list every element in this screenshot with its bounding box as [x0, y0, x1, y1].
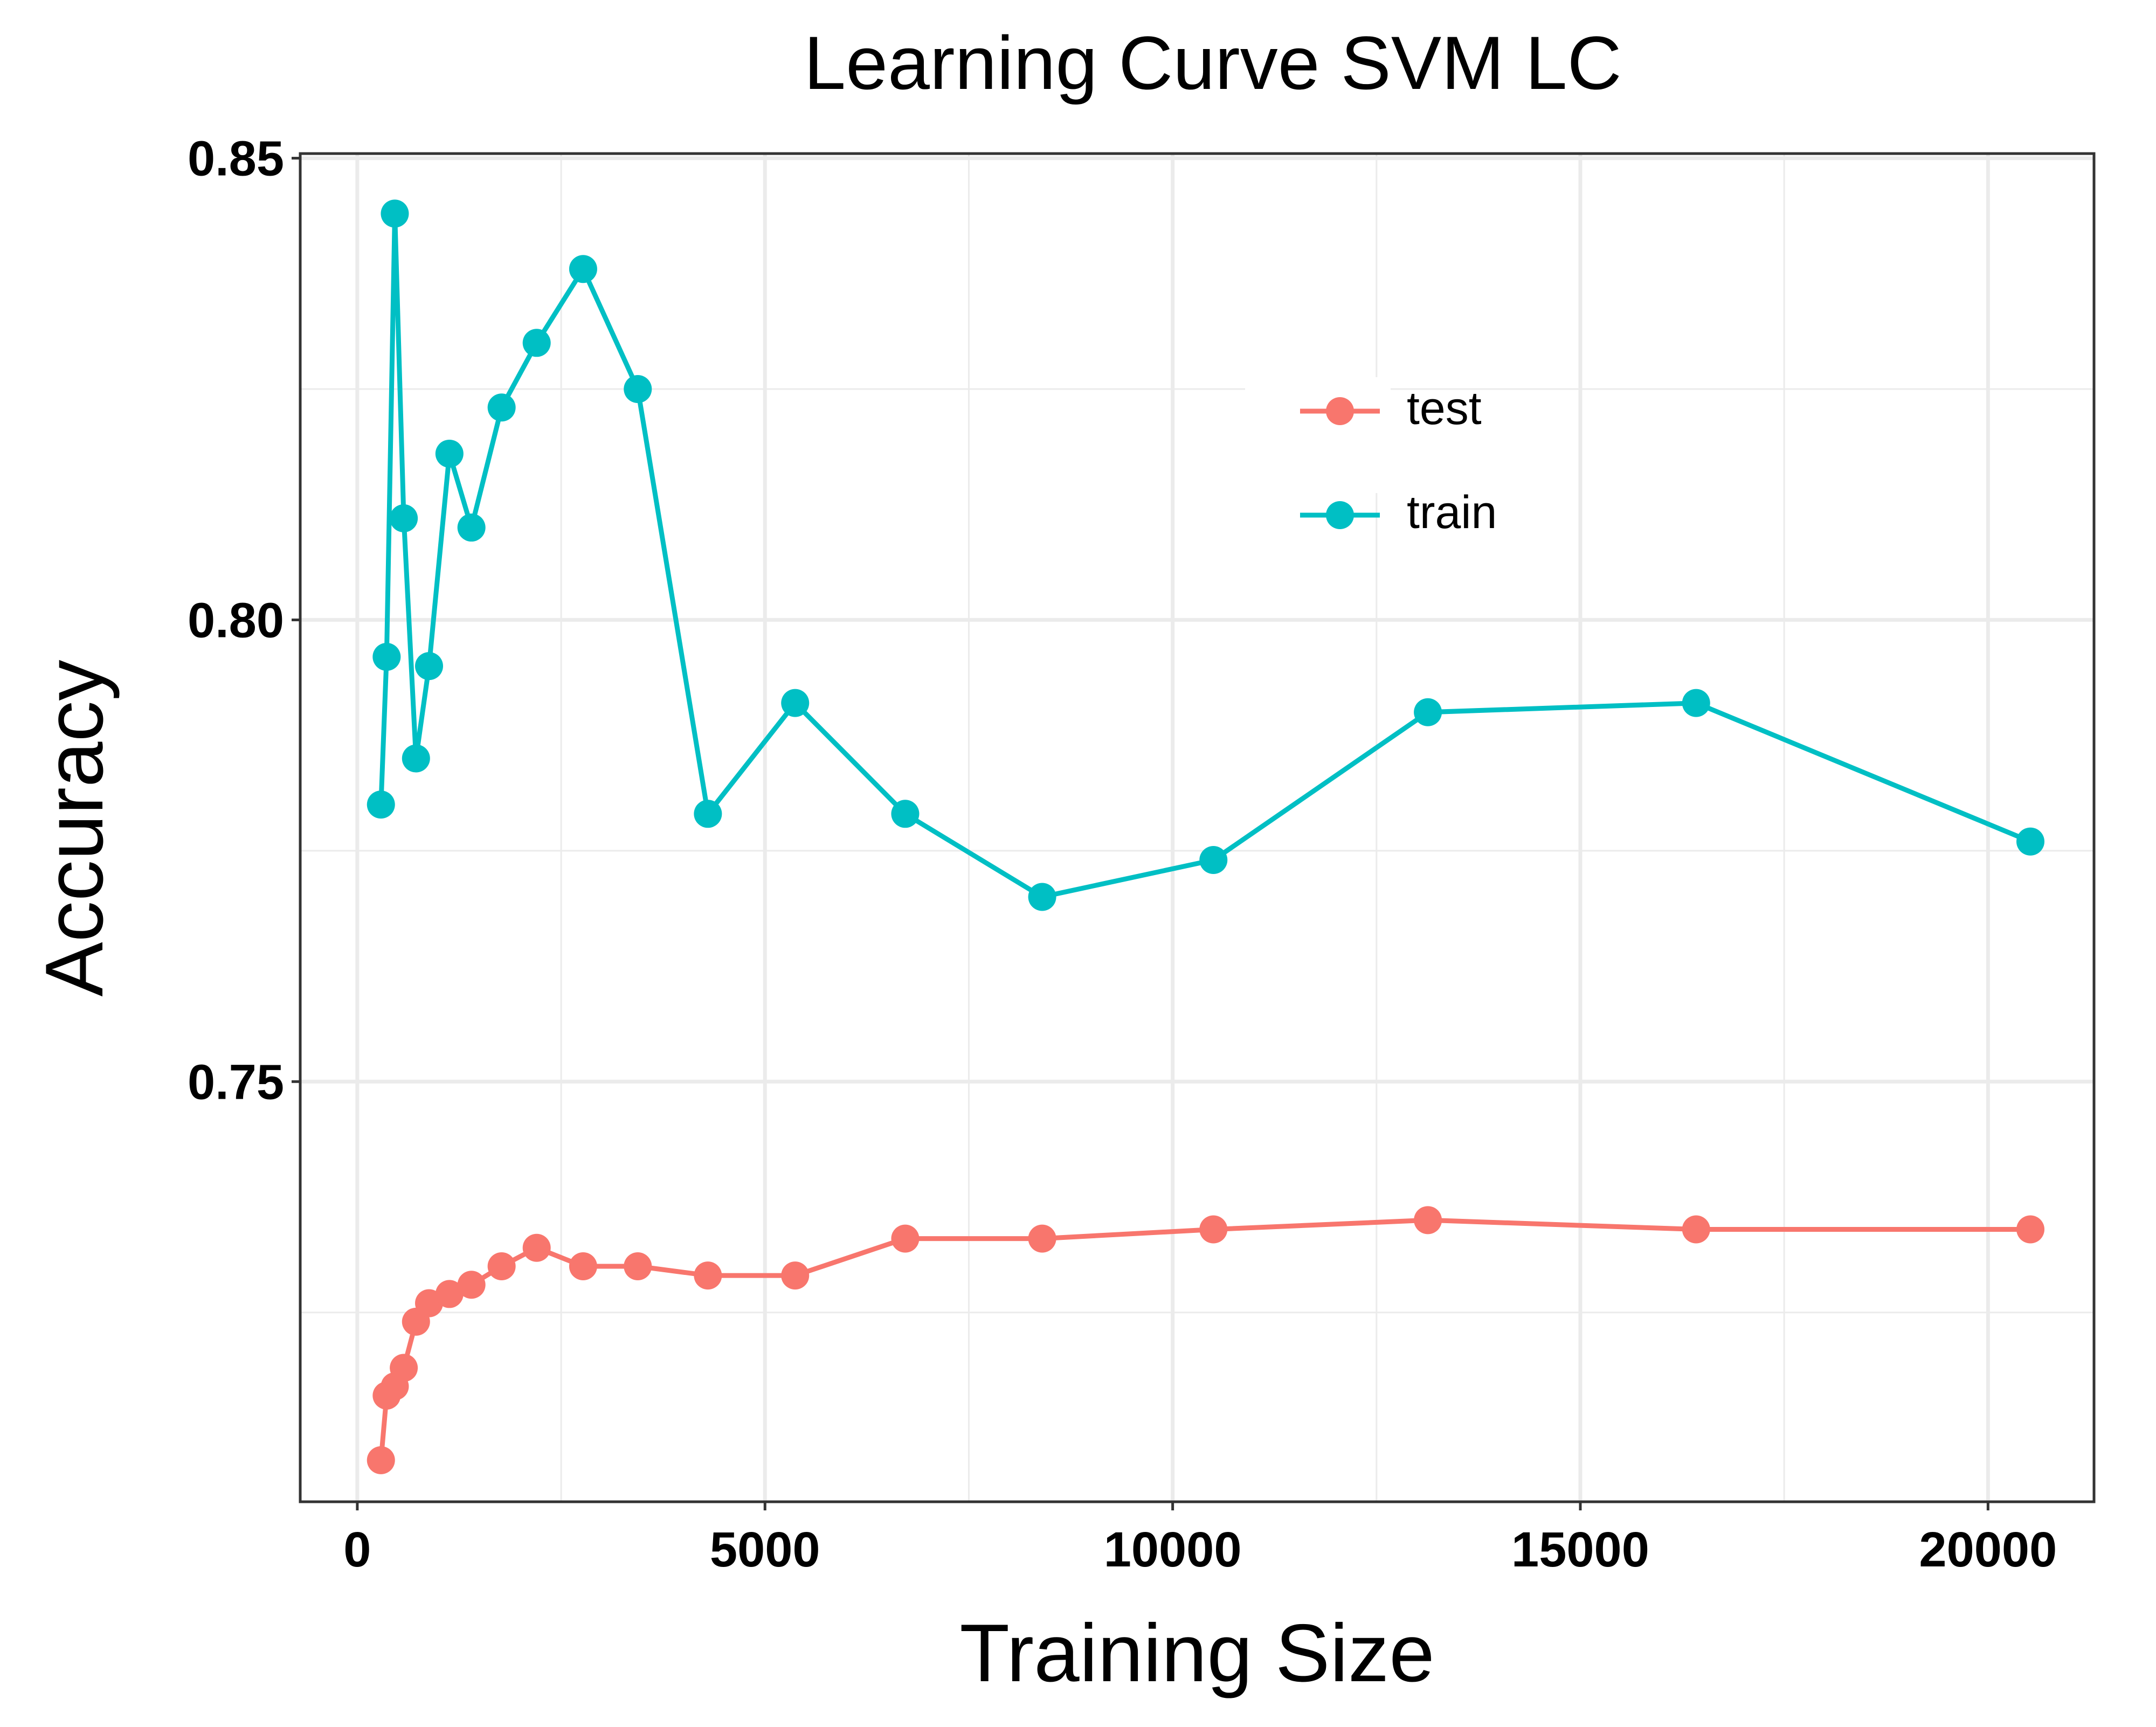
test-data-point: [522, 1233, 551, 1262]
x-axis-label: Training Size: [959, 1607, 1434, 1699]
train-data-point: [1199, 845, 1228, 874]
legend: test train: [1245, 377, 1497, 538]
plot-border: [299, 152, 2096, 1503]
test-data-point: [781, 1261, 810, 1290]
x-tick-label: 15000: [1511, 1522, 1649, 1577]
train-data-point: [367, 790, 395, 819]
train-data-point: [402, 744, 430, 773]
train-data-point: [457, 514, 486, 542]
train-data-point: [390, 504, 418, 532]
train-data-point: [694, 800, 722, 828]
train-data-point: [781, 689, 810, 717]
train-data-point: [435, 439, 464, 468]
train-data-point: [2016, 827, 2045, 856]
y-tick-label: 0.75: [188, 1055, 284, 1109]
test-data-point: [367, 1446, 395, 1474]
train-series-line: [378, 211, 2031, 899]
test-data-point: [487, 1252, 516, 1281]
test-data-point: [694, 1261, 722, 1290]
x-tick-label: 5000: [710, 1522, 820, 1577]
train-data-point: [1414, 698, 1442, 726]
test-data-point: [1682, 1215, 1710, 1244]
train-data-point: [1682, 689, 1710, 717]
test-data-point: [1199, 1215, 1228, 1244]
x-tick-label: 20000: [1919, 1522, 2057, 1577]
x-tick-label: 10000: [1104, 1522, 1242, 1577]
y-tick-label: 0.80: [188, 593, 284, 648]
legend-train-marker: [1326, 501, 1354, 529]
test-data-point: [390, 1354, 418, 1382]
plot-panel: [300, 154, 2094, 1502]
test-data-point: [457, 1271, 486, 1299]
legend-background: [1245, 377, 1391, 493]
chart-title: Learning Curve SVM LC: [804, 20, 1621, 105]
train-data-point: [569, 255, 597, 283]
train-data-point: [522, 329, 551, 357]
train-data-point: [1028, 883, 1056, 911]
legend-test-label: test: [1407, 383, 1482, 434]
test-data-point: [1414, 1206, 1442, 1234]
series-layer: [367, 199, 2045, 1474]
legend-train-label: train: [1407, 487, 1497, 538]
train-data-point: [487, 393, 516, 422]
train-data-point: [624, 374, 652, 403]
test-data-point: [2016, 1215, 2045, 1244]
train-data-point: [891, 800, 920, 828]
y-axis-label: Accuracy: [29, 660, 120, 996]
train-data-point: [381, 199, 409, 228]
y-tick-label: 0.85: [188, 131, 284, 186]
test-data-point: [891, 1224, 920, 1253]
test-data-point: [1028, 1224, 1056, 1253]
test-data-point: [569, 1252, 597, 1281]
test-data-point: [435, 1280, 464, 1308]
grid-major: [300, 154, 2094, 1502]
train-data-point: [415, 652, 444, 681]
x-tick-label: 0: [343, 1522, 371, 1577]
train-data-point: [372, 642, 401, 671]
axis-ticks: 0 5000 10000 15000 20000 0.75 0.80 0.85: [188, 131, 2057, 1577]
test-data-point: [624, 1252, 652, 1281]
legend-test-marker: [1326, 397, 1354, 425]
